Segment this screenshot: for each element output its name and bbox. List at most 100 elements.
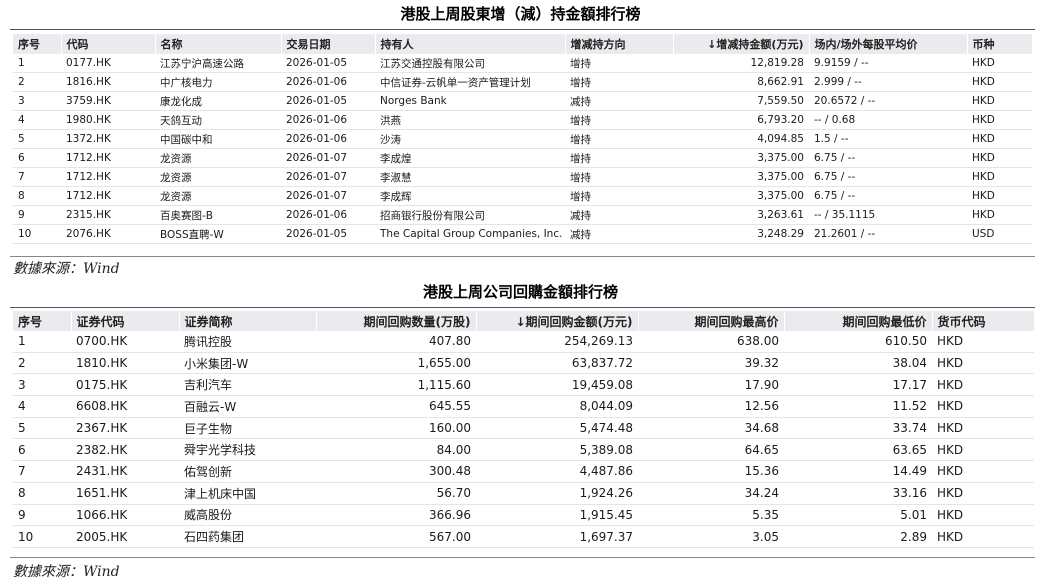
- cell-holder: 沙涛: [375, 129, 565, 149]
- cell-date: 2026-01-06: [281, 129, 375, 149]
- cell-index: 9: [13, 504, 71, 527]
- cell-amount: 12,819.28: [673, 54, 809, 73]
- cell-code: 2005.HK: [71, 525, 179, 548]
- cell-high-price: 34.24: [638, 482, 784, 505]
- col-header-avg-price[interactable]: 场内/场外每股平均价: [809, 34, 968, 54]
- table-row[interactable]: 10 2076.HK BOSS直聘-W 2026-01-05 The Capital G…: [13, 224, 1032, 244]
- cell-quantity: 366.96: [316, 504, 476, 527]
- cell-quantity: 84.00: [316, 438, 476, 462]
- col-header-holder[interactable]: 持有人: [375, 34, 566, 54]
- cell-holder: The Capital Group Companies, Inc.: [375, 224, 565, 244]
- table-row[interactable]: 2 1810.HK 小米集团-W 1,655.00 63,837.72 39.32 38.0…: [13, 352, 1034, 375]
- table-row[interactable]: 5 1372.HK 中国碳中和 2026-01-06 沙涛 增持 4,094.85 1.5 /…: [13, 129, 1032, 149]
- cell-direction: 增持: [565, 167, 673, 187]
- table-row[interactable]: 1 0177.HK 江苏宁沪高速公路 2026-01-05 江苏交通控股有限公司 增持 12…: [13, 54, 1032, 73]
- cell-currency: HKD: [967, 129, 1032, 149]
- table-row[interactable]: 9 2315.HK 百奥赛图-B 2026-01-06 招商银行股份有限公司 减持 3,26…: [13, 205, 1032, 225]
- cell-name: 百奥赛图-B: [155, 205, 281, 225]
- cell-holder: 江苏交通控股有限公司: [375, 54, 565, 73]
- col-header-currency[interactable]: 货币代码: [932, 311, 1035, 331]
- cell-currency: HKD: [967, 91, 1032, 111]
- cell-name: 百融云-W: [179, 395, 316, 418]
- cell-index: 5: [13, 417, 71, 440]
- table2-header-row: 序号 证券代码 证券简称 期间回购数量(万股) ↓期间回购金额(万元) 期间回购…: [13, 311, 1035, 331]
- cell-name: 小米集团-W: [179, 352, 316, 375]
- cell-index: 9: [13, 205, 61, 225]
- cell-high-price: 17.90: [638, 373, 784, 397]
- col-header-date[interactable]: 交易日期: [281, 34, 376, 54]
- cell-direction: 增持: [565, 110, 673, 130]
- table1-title: 港股上周股東增（減）持金額排行榜: [400, 5, 641, 23]
- cell-high-price: 34.68: [638, 417, 784, 440]
- cell-amount: 7,559.50: [673, 91, 809, 111]
- col-header-code[interactable]: 代码: [61, 34, 156, 54]
- cell-high-price: 12.56: [638, 395, 784, 418]
- table-row[interactable]: 1 0700.HK 腾讯控股 407.80 254,269.13 638.00 610.50…: [13, 331, 1034, 353]
- table-row[interactable]: 6 2382.HK 舜宇光学科技 84.00 5,389.08 64.65 63.65 HKD: [13, 438, 1034, 462]
- table-row[interactable]: 6 1712.HK 龙资源 2026-01-07 李成煌 增持 3,375.00 6.75 /…: [13, 148, 1032, 168]
- cell-currency: HKD: [932, 395, 1034, 418]
- table-row[interactable]: 8 1712.HK 龙资源 2026-01-07 李成辉 增持 3,375.00 6.75 /…: [13, 186, 1032, 206]
- cell-amount: 8,662.91: [673, 72, 809, 92]
- cell-low-price: 38.04: [784, 352, 932, 375]
- cell-currency: HKD: [967, 148, 1032, 168]
- cell-code: 1712.HK: [61, 186, 155, 206]
- col-header-low-price[interactable]: 期间回购最低价: [784, 311, 933, 331]
- table-row[interactable]: 3 3759.HK 康龙化成 2026-01-05 Norges Bank 减持 7,559…: [13, 91, 1032, 111]
- cell-index: 1: [13, 54, 61, 73]
- cell-code: 1712.HK: [61, 148, 155, 168]
- table-row[interactable]: 7 1712.HK 龙资源 2026-01-07 李淑慧 增持 3,375.00 6.75 /…: [13, 167, 1032, 187]
- table-row[interactable]: 5 2367.HK 巨子生物 160.00 5,474.48 34.68 33.74 HKD: [13, 417, 1034, 440]
- cell-index: 3: [13, 373, 71, 397]
- col-header-direction[interactable]: 增减持方向: [565, 34, 674, 54]
- col-header-high-price[interactable]: 期间回购最高价: [638, 311, 785, 331]
- table2-bottom-rule: [10, 557, 1035, 558]
- col-header-name[interactable]: 证券简称: [179, 311, 317, 331]
- table-row[interactable]: 4 1980.HK 天鸽互动 2026-01-06 洪燕 增持 6,793.20 -- / 0…: [13, 110, 1032, 130]
- cell-date: 2026-01-07: [281, 186, 375, 206]
- col-header-index[interactable]: 序号: [13, 311, 72, 331]
- cell-currency: HKD: [932, 352, 1034, 375]
- cell-name: 威高股份: [179, 504, 316, 527]
- cell-name: 中国碳中和: [155, 129, 281, 149]
- cell-code: 3759.HK: [61, 91, 155, 111]
- cell-currency: HKD: [967, 186, 1032, 206]
- col-header-name[interactable]: 名称: [155, 34, 282, 54]
- cell-amount: 3,375.00: [673, 167, 809, 187]
- table2-title: 港股上周公司回購金額排行榜: [422, 283, 618, 301]
- cell-avg-price: 9.9159 / --: [809, 54, 967, 73]
- cell-avg-price: 2.999 / --: [809, 72, 967, 92]
- cell-index: 7: [13, 167, 61, 187]
- table-row[interactable]: 9 1066.HK 威高股份 366.96 1,915.45 5.35 5.01 HKD: [13, 504, 1034, 527]
- cell-index: 7: [13, 460, 71, 483]
- cell-low-price: 17.17: [784, 373, 932, 397]
- cell-name: 龙资源: [155, 167, 281, 187]
- col-header-quantity[interactable]: 期间回购数量(万股): [316, 311, 477, 331]
- table-row[interactable]: 10 2005.HK 石四药集团 567.00 1,697.37 3.05 2.89 HKD: [13, 525, 1034, 548]
- cell-code: 1066.HK: [71, 504, 179, 527]
- col-header-amount[interactable]: ↓增减持金额(万元): [673, 34, 810, 54]
- cell-name: 舜宇光学科技: [179, 438, 316, 462]
- cell-currency: HKD: [932, 438, 1034, 462]
- cell-avg-price: 1.5 / --: [809, 129, 967, 149]
- cell-index: 1: [13, 331, 71, 353]
- cell-direction: 减持: [565, 205, 673, 225]
- cell-name: 中广核电力: [155, 72, 281, 92]
- cell-code: 1980.HK: [61, 110, 155, 130]
- table-row[interactable]: 7 2431.HK 佑驾创新 300.48 4,487.86 15.36 14.49 HKD: [13, 460, 1034, 483]
- col-header-index[interactable]: 序号: [13, 34, 62, 54]
- cell-code: 2431.HK: [71, 460, 179, 483]
- cell-high-price: 638.00: [638, 331, 784, 353]
- col-header-amount[interactable]: ↓期间回购金额(万元): [476, 311, 639, 331]
- col-header-code[interactable]: 证券代码: [71, 311, 180, 331]
- cell-date: 2026-01-06: [281, 205, 375, 225]
- cell-holder: 李成辉: [375, 186, 565, 206]
- cell-holder: 洪燕: [375, 110, 565, 130]
- cell-amount: 19,459.08: [476, 373, 638, 397]
- table-row[interactable]: 4 6608.HK 百融云-W 645.55 8,044.09 12.56 11.52 HKD: [13, 395, 1034, 418]
- table-row[interactable]: 3 0175.HK 吉利汽车 1,115.60 19,459.08 17.90 17.17 H…: [13, 373, 1034, 397]
- table-row[interactable]: 2 1816.HK 中广核电力 2026-01-06 中信证券-云帆单一资产管理计划 增持…: [13, 72, 1032, 92]
- col-header-currency[interactable]: 币种: [967, 34, 1033, 54]
- cell-quantity: 160.00: [316, 417, 476, 440]
- table-row[interactable]: 8 1651.HK 津上机床中国 56.70 1,924.26 34.24 33.16 HKD: [13, 482, 1034, 505]
